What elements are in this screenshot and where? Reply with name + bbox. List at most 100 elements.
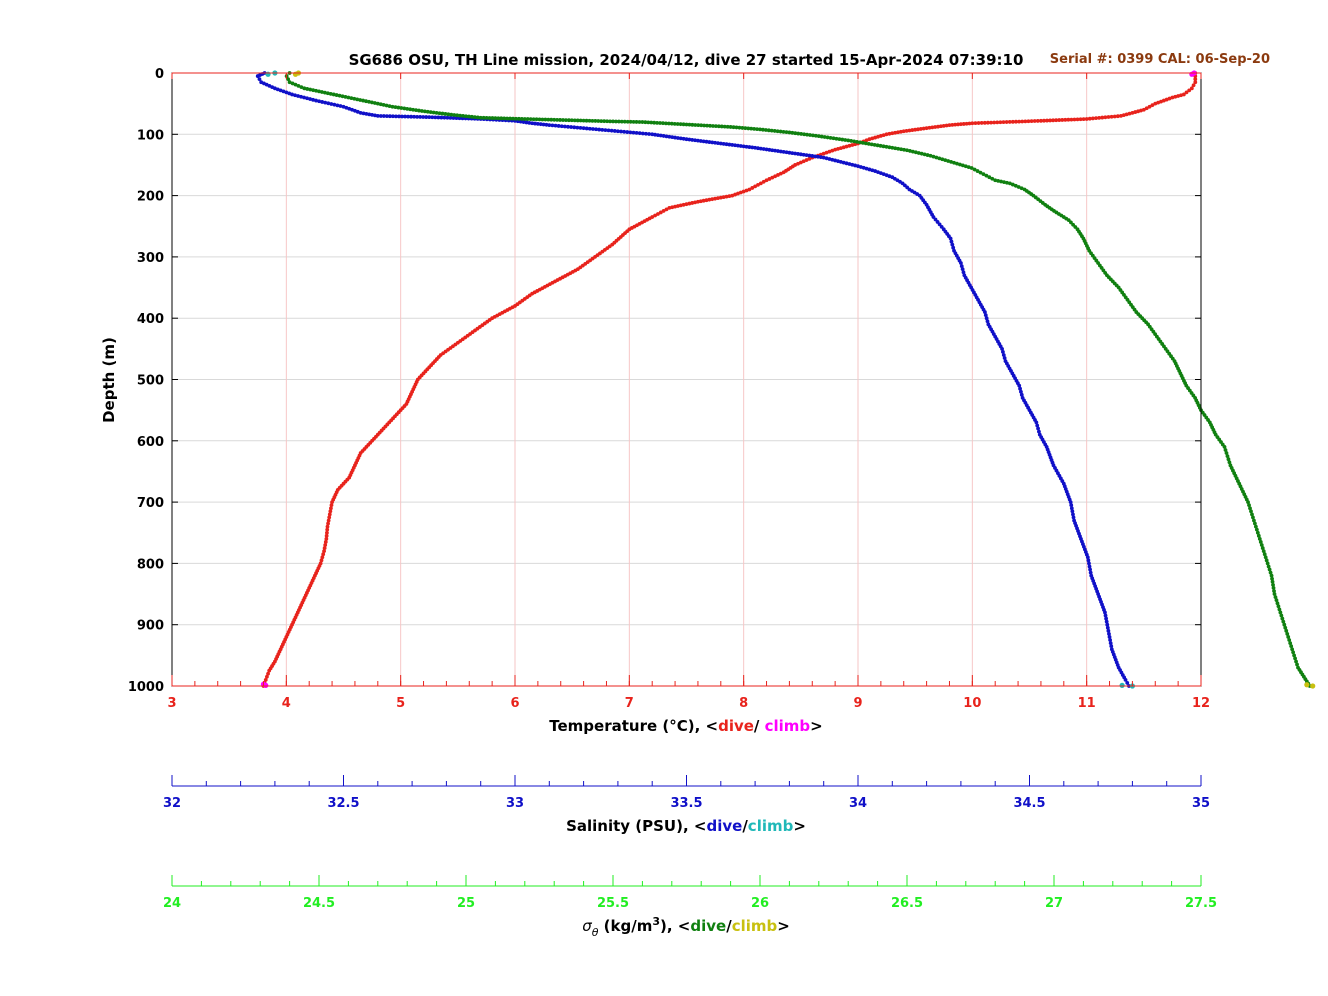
salinity-dive-point bbox=[983, 313, 988, 318]
temperature-dive-point bbox=[961, 122, 966, 126]
density-dive-point bbox=[1246, 500, 1250, 504]
density-dive-point bbox=[796, 131, 801, 136]
density-dive-point bbox=[616, 119, 621, 124]
temperature-dive-legend: dive bbox=[718, 717, 754, 735]
density-dive-point bbox=[372, 101, 377, 105]
salinity-dive-point bbox=[530, 121, 535, 126]
density-dive-point bbox=[478, 115, 483, 120]
temperature-dive-point bbox=[1072, 117, 1077, 122]
salinity-dive-point bbox=[524, 120, 529, 125]
density-dive-point bbox=[661, 121, 665, 126]
salinity-dive-point bbox=[594, 127, 598, 132]
salinity-dive-point bbox=[796, 152, 800, 156]
temperature-dive-point bbox=[1144, 106, 1149, 111]
salinity-dive-point bbox=[317, 99, 322, 104]
salinity-dive-point bbox=[867, 167, 872, 172]
density-dive-point bbox=[666, 121, 671, 126]
density-dive-point bbox=[1255, 530, 1260, 535]
density-dive-point bbox=[966, 165, 971, 170]
temperature-dive-point bbox=[933, 125, 938, 129]
temperature-dive-point bbox=[821, 151, 826, 156]
salinity-dive-point bbox=[278, 88, 283, 93]
temperature-dive-point bbox=[690, 201, 695, 205]
density-dive-point bbox=[922, 152, 927, 157]
density-dive-point bbox=[286, 77, 291, 82]
salinity-dive-point bbox=[948, 236, 953, 241]
density-dive-point bbox=[1295, 662, 1299, 667]
temperature-dive-point bbox=[736, 191, 740, 196]
density-dive-point bbox=[793, 131, 798, 136]
density-dive-point bbox=[910, 149, 915, 154]
temperature-dive-point bbox=[1184, 90, 1189, 95]
salinity-tick-label: 33.5 bbox=[670, 796, 702, 811]
salinity-dive-point bbox=[538, 122, 543, 127]
density-dive-point bbox=[522, 117, 527, 121]
density-tick-label: 25.5 bbox=[597, 896, 629, 911]
salinity-dive-point bbox=[1069, 506, 1074, 511]
temperature-dive-point bbox=[1161, 98, 1166, 103]
density-dive-point bbox=[637, 120, 642, 124]
density-dive-point bbox=[802, 132, 806, 137]
density-climb-legend: climb bbox=[732, 917, 778, 935]
temperature-tick-label: 9 bbox=[853, 696, 862, 711]
temperature-dive-point bbox=[264, 674, 269, 679]
salinity-dive-point bbox=[323, 100, 328, 105]
density-dive-point bbox=[320, 90, 324, 94]
temperature-dive-point bbox=[758, 181, 763, 186]
density-dive-point bbox=[390, 104, 395, 109]
density-dive-point bbox=[499, 116, 504, 121]
temperature-dive-point bbox=[1035, 119, 1040, 123]
salinity-dive-point bbox=[373, 113, 377, 118]
salinity-dive-point bbox=[753, 145, 757, 150]
salinity-dive-point bbox=[587, 126, 592, 131]
temperature-dive-point bbox=[761, 179, 766, 184]
density-dive-point bbox=[1293, 656, 1297, 661]
density-dive-point bbox=[937, 156, 942, 161]
salinity-dive-point bbox=[770, 148, 775, 153]
temperature-dive-point bbox=[1097, 115, 1102, 120]
salinity-dive-point bbox=[724, 142, 729, 147]
density-dive-point bbox=[1290, 647, 1295, 652]
salinity-dive-point bbox=[1125, 681, 1130, 685]
salinity-dive-point bbox=[367, 112, 372, 117]
density-dive-point bbox=[593, 119, 598, 123]
temperature-dive-point bbox=[1032, 119, 1037, 123]
salinity-dive-point bbox=[562, 124, 567, 129]
salinity-dive-point bbox=[412, 114, 417, 119]
salinity-dive-point bbox=[1103, 610, 1107, 615]
density-dive-point bbox=[775, 129, 780, 134]
salinity-dive-point bbox=[1123, 677, 1128, 682]
salinity-dive-point bbox=[776, 149, 780, 153]
temperature-dive-point bbox=[924, 126, 929, 131]
salinity-dive-point bbox=[873, 169, 878, 173]
salinity-dive-point bbox=[773, 148, 778, 153]
density-dive-point bbox=[537, 117, 542, 122]
temperature-dive-point bbox=[738, 190, 743, 195]
density-dive-point bbox=[1278, 610, 1283, 615]
y-tick-label: 400 bbox=[137, 312, 164, 327]
density-dive-point bbox=[1281, 619, 1286, 624]
y-tick-label: 0 bbox=[155, 67, 164, 82]
density-dive-point bbox=[1227, 460, 1232, 465]
temperature-dive-point bbox=[1109, 114, 1114, 119]
density-dive-point bbox=[887, 145, 892, 150]
temperature-dive-point bbox=[1130, 110, 1135, 115]
density-dive-point bbox=[1286, 635, 1291, 639]
density-dive-point bbox=[755, 127, 759, 132]
temperature-dive-point bbox=[1039, 118, 1043, 123]
salinity-dive-point bbox=[527, 120, 532, 125]
density-dive-point bbox=[1016, 185, 1021, 189]
temperature-dive-point bbox=[1078, 117, 1083, 122]
density-dive-point bbox=[443, 112, 448, 116]
density-dive-point bbox=[799, 132, 804, 136]
temperature-dive-point bbox=[841, 145, 846, 150]
density-dive-point bbox=[455, 113, 460, 118]
salinity-dive-point bbox=[847, 162, 852, 166]
density-dive-point bbox=[816, 134, 821, 139]
salinity-dive-point bbox=[631, 130, 636, 135]
density-dive-point bbox=[734, 125, 739, 130]
density-dive-point bbox=[358, 98, 363, 102]
density-dive-point bbox=[837, 137, 842, 142]
temperature-dive-point bbox=[878, 134, 883, 138]
density-dive-point bbox=[472, 115, 477, 120]
